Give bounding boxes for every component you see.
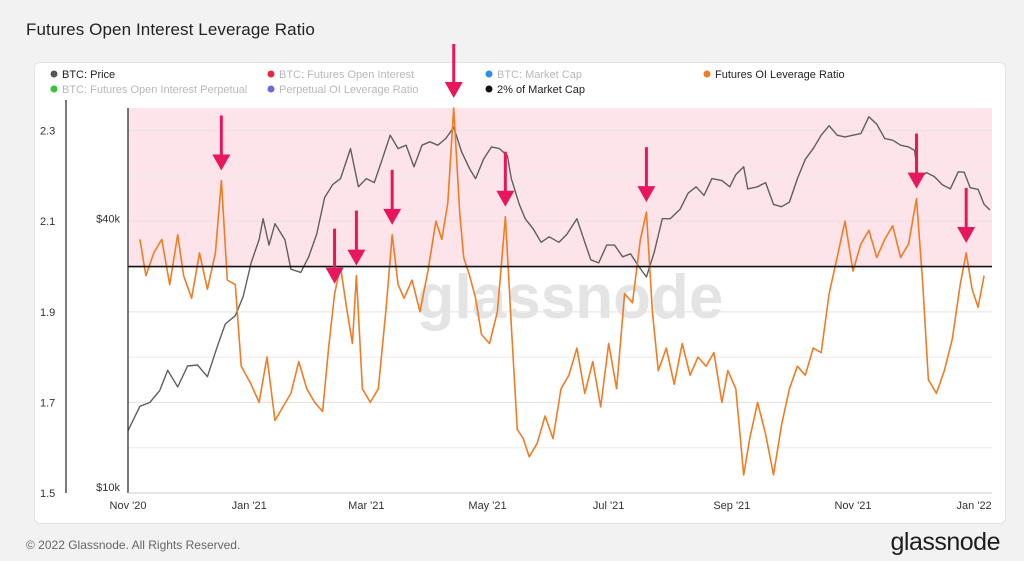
legend-dot-icon	[268, 86, 275, 93]
legend-item[interactable]: Futures OI Leverage Ratio	[704, 69, 845, 81]
legend-dot-icon	[51, 86, 58, 93]
legend-item[interactable]: 2% of Market Cap	[486, 84, 586, 96]
legend-dot-icon	[486, 71, 493, 78]
x-tick-label: Sep '21	[713, 500, 750, 512]
legend-dot-icon	[704, 71, 711, 78]
legend-item[interactable]: Perpetual OI Leverage Ratio	[268, 84, 419, 96]
x-tick-label: Mar '21	[348, 500, 384, 512]
y-tick-label: 1.7	[40, 397, 55, 409]
x-tick-label: May '21	[468, 500, 506, 512]
y-tick-label: 2.1	[40, 216, 55, 228]
chart-svg: BTC: Price BTC: Futures Open Interest BTC:…	[0, 0, 1024, 561]
legend-item[interactable]: BTC: Market Cap	[486, 69, 582, 81]
legend-item[interactable]: BTC: Price	[51, 69, 116, 81]
arrow-head-icon	[445, 82, 463, 98]
y-tick-label: 1.9	[40, 307, 55, 319]
legend-label: BTC: Market Cap	[497, 69, 582, 81]
watermark: glassnode	[417, 263, 724, 332]
legend-label: BTC: Futures Open Interest Perpetual	[62, 84, 247, 96]
legend-dot-icon	[486, 86, 493, 93]
copyright-text: © 2022 Glassnode. All Rights Reserved.	[26, 538, 240, 552]
legend-dot-icon	[268, 71, 275, 78]
y-tick-label: 2.3	[40, 126, 55, 138]
arrow-head-icon	[326, 268, 344, 284]
y-tick-label: 1.5	[40, 488, 55, 500]
brand-logo[interactable]: glassnode	[891, 528, 1000, 557]
price-tick-label: $40k	[96, 214, 120, 226]
x-tick-label: Nov '20	[110, 500, 147, 512]
legend-dot-icon	[51, 71, 58, 78]
legend-label: Futures OI Leverage Ratio	[715, 69, 845, 81]
arrow-annotation	[445, 44, 463, 98]
x-tick-label: Nov '21	[834, 500, 871, 512]
price-tick-label: $10k	[96, 482, 120, 494]
legend-label: Perpetual OI Leverage Ratio	[279, 84, 418, 96]
x-tick-label: Jul '21	[593, 500, 624, 512]
legend-item[interactable]: BTC: Futures Open Interest Perpetual	[51, 84, 248, 96]
plot-area: glassnode	[128, 108, 992, 493]
x-tick-label: Jan '21	[232, 500, 267, 512]
x-tick-label: Jan '22	[957, 500, 992, 512]
legend-label: 2% of Market Cap	[497, 84, 585, 96]
legend-label: BTC: Price	[62, 69, 115, 81]
legend-item[interactable]: BTC: Futures Open Interest	[268, 69, 415, 81]
legend-label: BTC: Futures Open Interest	[279, 69, 414, 81]
